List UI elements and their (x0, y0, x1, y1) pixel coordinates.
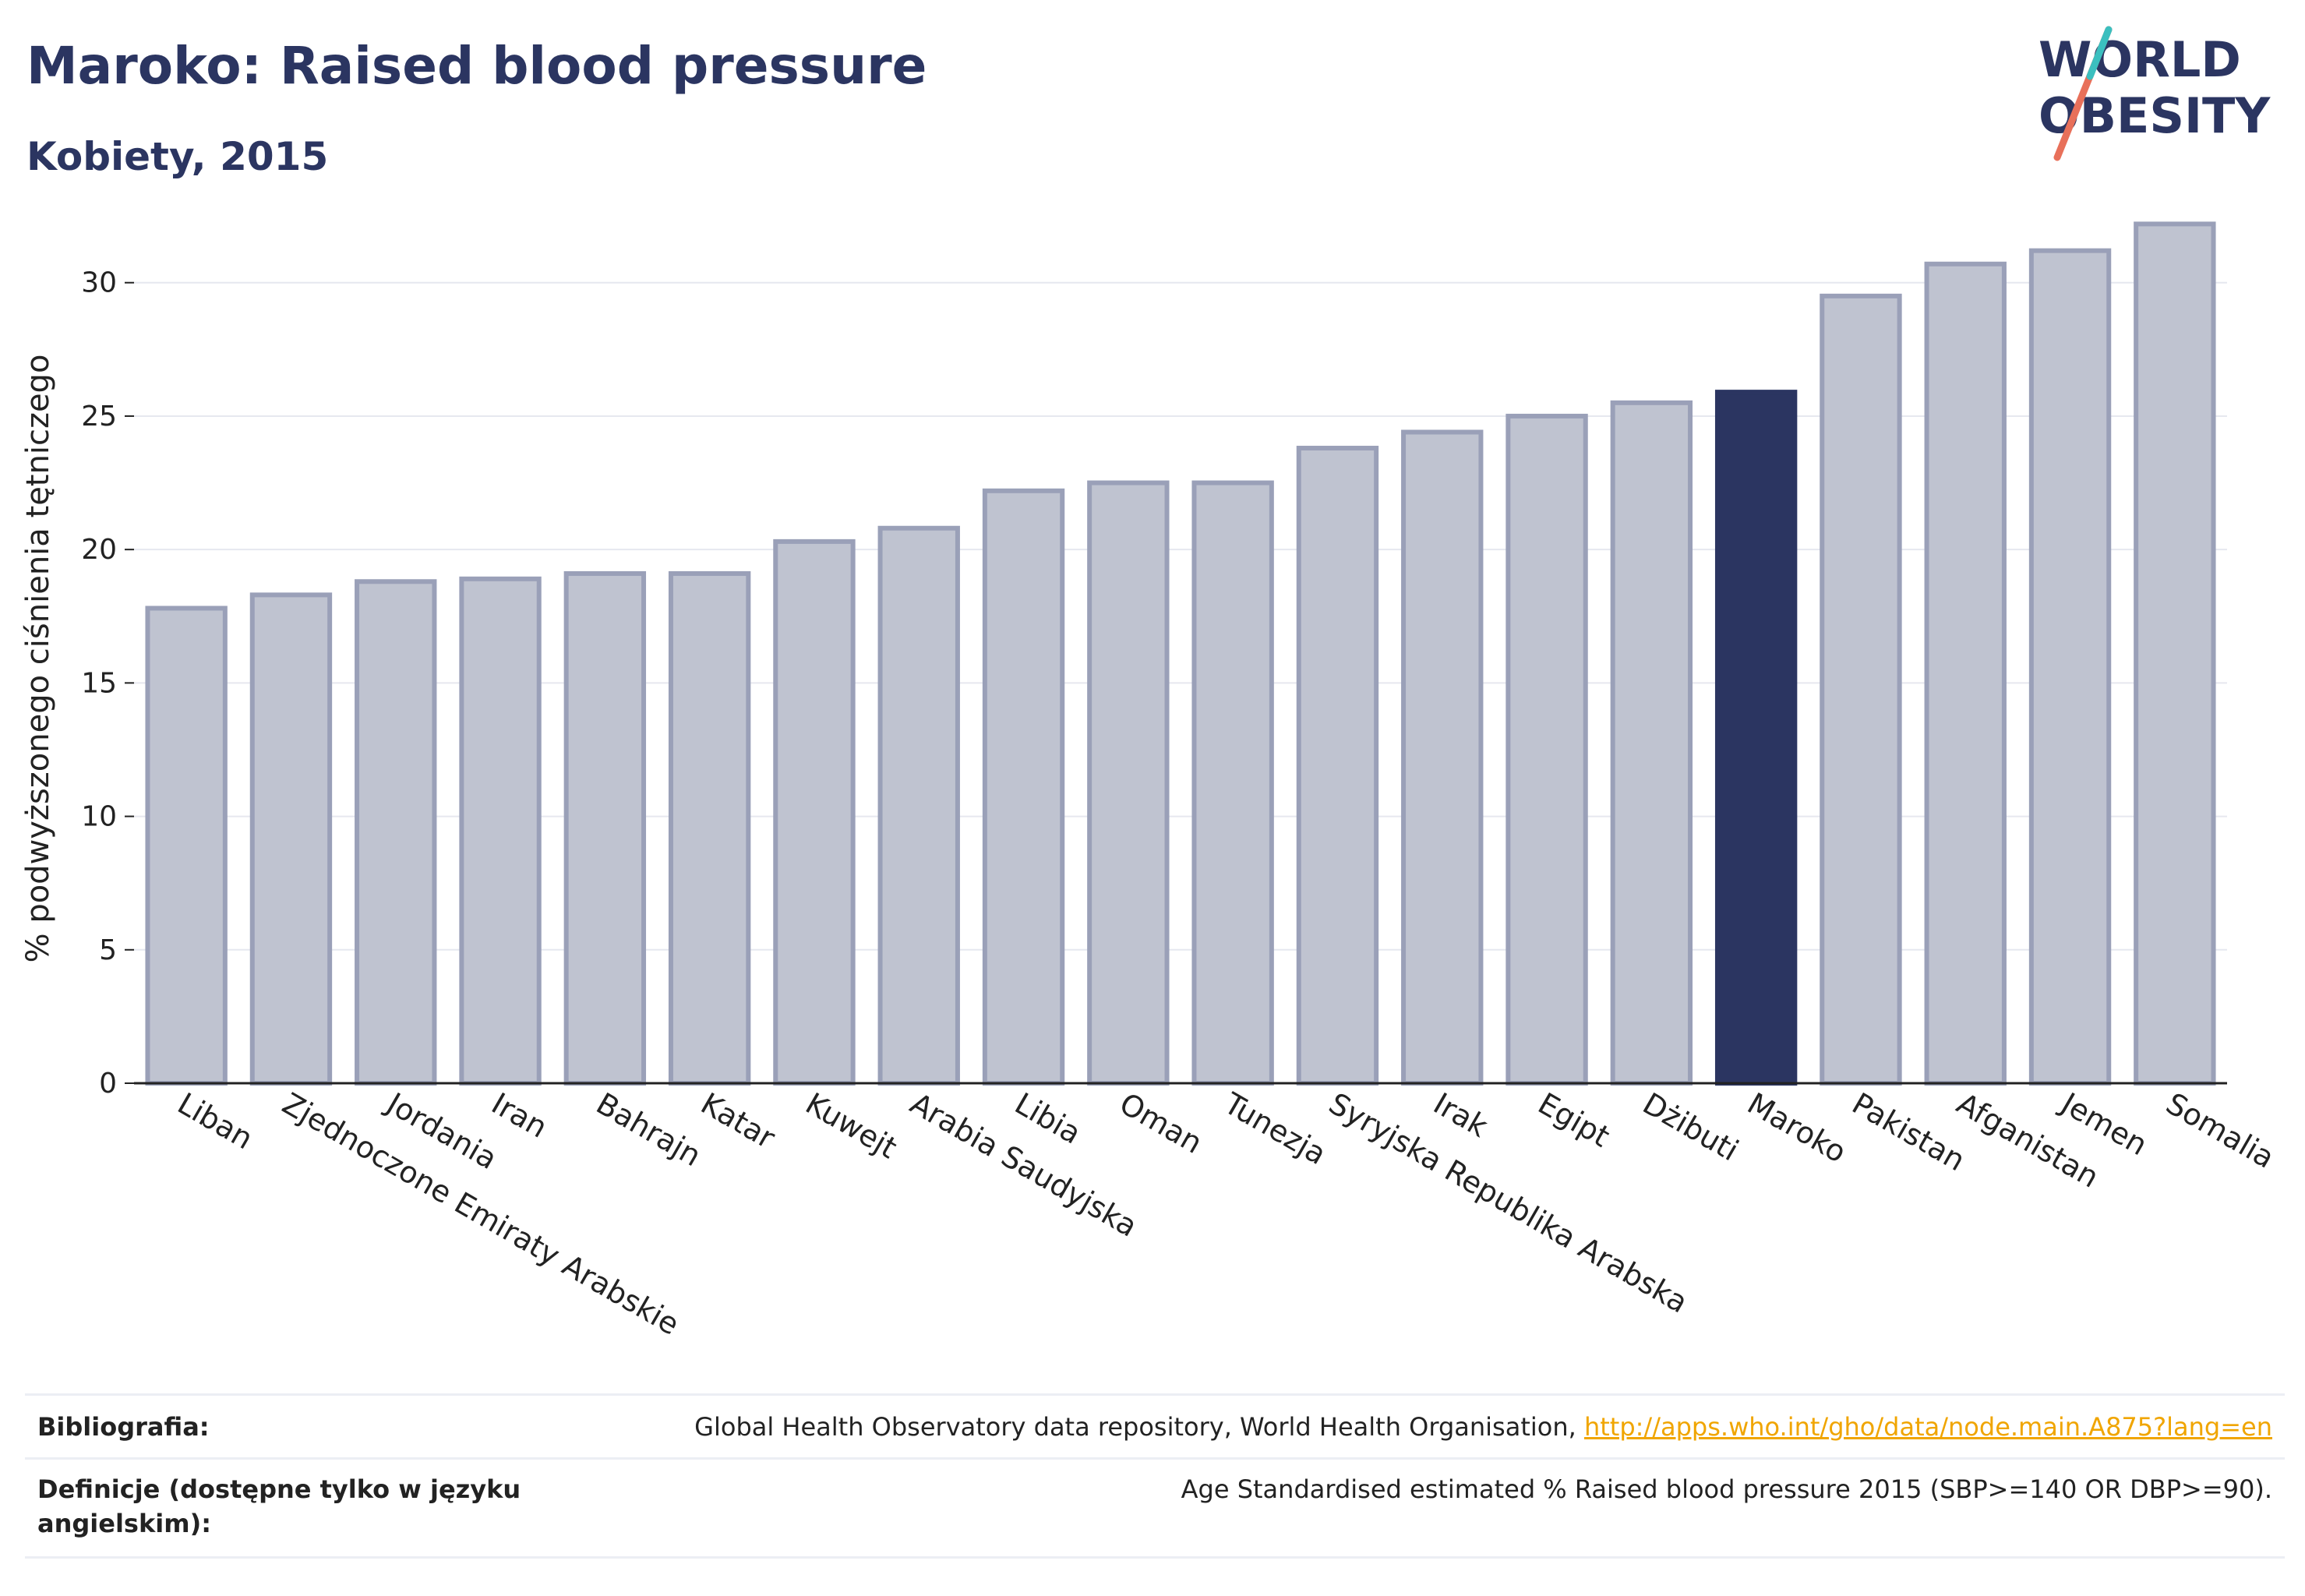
grid-lines (134, 281, 2227, 951)
bar-irak[interactable] (1401, 429, 1484, 1086)
bar-liban[interactable] (145, 606, 228, 1086)
y-tick-label: 15 (81, 667, 117, 699)
axes: 0 5 10 15 20 25 30 (81, 267, 2227, 1100)
bar-afganistan[interactable] (1924, 261, 2007, 1086)
definitions-row: Definicje (dostępne tylko w języku angie… (25, 1457, 2285, 1559)
x-tick-label: Katar (695, 1086, 781, 1156)
bibliography-link[interactable]: http://apps.who.int/gho/data/node.main.A… (1583, 1412, 2272, 1442)
y-tick-label: 10 (81, 801, 117, 833)
y-axis-title: % podwyższonego ciśnienia tętniczego (20, 355, 56, 963)
y-tick-label: 0 (99, 1068, 117, 1100)
bar-bahrajn[interactable] (563, 570, 647, 1086)
y-tick-label: 20 (81, 534, 117, 566)
bar-jordania[interactable] (355, 579, 437, 1086)
y-tick-label: 5 (99, 934, 117, 966)
bar-somalia[interactable] (2134, 221, 2216, 1086)
x-tick-label: Oman (1114, 1086, 1208, 1160)
bar-libia[interactable] (982, 488, 1065, 1086)
chart-title: Maroko: Raised blood pressure (26, 36, 927, 96)
bar-dżibuti[interactable] (1610, 400, 1693, 1086)
bar-tunezja[interactable] (1191, 480, 1274, 1086)
bibliography-label: Bibliografia: (37, 1412, 210, 1442)
bars (145, 221, 2216, 1086)
x-tick-label: Irak (1428, 1086, 1493, 1144)
category-labels: Liban Zjednoczone Emiraty ArabskieJordani… (172, 1086, 2280, 1342)
world-obesity-logo[interactable]: WORLD OBESITY (2034, 23, 2291, 164)
x-tick-label: Iran (486, 1086, 553, 1145)
x-tick-label: Egipt (1533, 1086, 1616, 1154)
y-tick-label: 25 (81, 401, 117, 433)
bar-syryjska-republika-arabska[interactable] (1296, 446, 1379, 1086)
y-tick-label: 30 (81, 267, 117, 299)
bibliography-value: Global Health Observatory data repositor… (694, 1410, 2272, 1444)
bar-chart: 0 5 10 15 20 25 30 Liban Zjednoczone Emiraty Ar… (20, 221, 2280, 1342)
bar-zjednoczone-emiraty-arabskie[interactable] (249, 592, 333, 1086)
bibliography-row: Bibliografia: Global Health Observatory … (25, 1393, 2285, 1458)
x-tick-label: Maroko (1742, 1086, 1852, 1170)
logo-text-line1: WORLD (2038, 31, 2241, 88)
bibliography-text: Global Health Observatory data repositor… (694, 1412, 1576, 1442)
bar-pakistan[interactable] (1820, 293, 1902, 1086)
x-tick-label: Bahrajn (591, 1086, 707, 1174)
x-tick-label: Syryjska Republika Arabska (1323, 1086, 1693, 1320)
bar-arabia-saudyjska[interactable] (877, 525, 960, 1086)
definitions-label: Definicje (dostępne tylko w języku angie… (37, 1474, 521, 1538)
definitions-value: Age Standardised estimated % Raised bloo… (1181, 1474, 2272, 1504)
bar-oman[interactable] (1087, 480, 1170, 1086)
x-tick-label: Kuwejt (800, 1086, 902, 1166)
bar-jemen[interactable] (2028, 248, 2112, 1086)
x-tick-label: Somalia (2160, 1086, 2280, 1175)
bar-maroko[interactable] (1714, 390, 1798, 1086)
chart-subtitle: Kobiety, 2015 (26, 134, 329, 179)
x-tick-label: Libia (1009, 1086, 1087, 1151)
bar-kuwejt[interactable] (773, 538, 856, 1086)
bar-iran[interactable] (459, 576, 542, 1086)
x-tick-label: Pakistan (1846, 1086, 1971, 1178)
x-tick-label: Liban (172, 1086, 259, 1156)
bar-katar[interactable] (668, 570, 751, 1086)
x-tick-label: Dżibuti (1637, 1086, 1745, 1168)
x-tick-label: Tunezja (1218, 1086, 1333, 1171)
bar-egipt[interactable] (1505, 413, 1588, 1086)
logo-slash-teal (2086, 26, 2113, 80)
